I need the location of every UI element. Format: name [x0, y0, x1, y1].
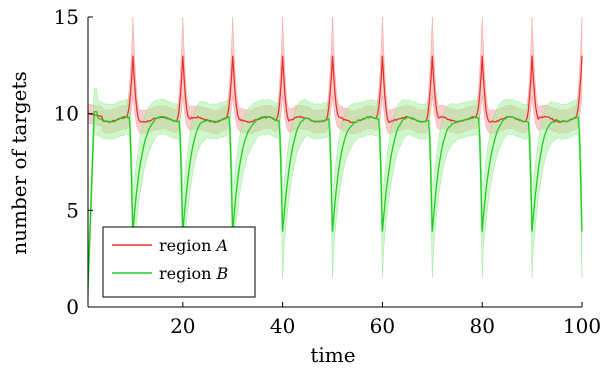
legend-entry: region A — [159, 236, 228, 255]
x-tick-label: 40 — [270, 314, 295, 338]
x-tick-label: 80 — [469, 314, 494, 338]
y-tick-label: 10 — [54, 102, 79, 126]
x-tick-label: 100 — [563, 314, 601, 338]
x-tick-label: 60 — [370, 314, 395, 338]
y-axis-label: number of targets — [7, 71, 31, 255]
y-tick-label: 15 — [54, 5, 79, 29]
x-tick-label: 20 — [170, 314, 195, 338]
y-tick-label: 5 — [66, 198, 79, 222]
legend-entry: region B — [159, 264, 229, 283]
x-axis-label: time — [310, 343, 355, 367]
y-tick-label: 0 — [66, 295, 79, 319]
legend: region A region B — [103, 227, 255, 297]
